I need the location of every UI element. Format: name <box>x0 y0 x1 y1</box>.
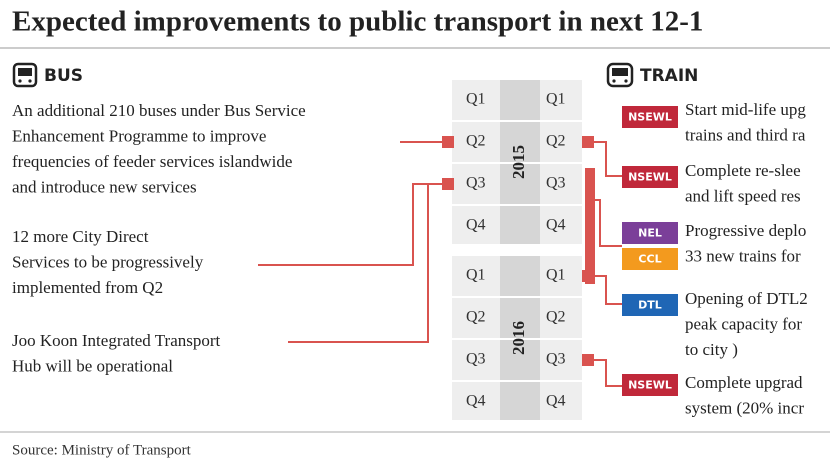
quarter-label: Q2 <box>546 309 566 326</box>
bus-text: Joo Koon Integrated Transport <box>12 331 221 350</box>
connector <box>594 275 622 305</box>
quarter-label: Q2 <box>546 133 566 150</box>
train-text: Progressive deplo <box>685 221 806 240</box>
connector <box>594 141 622 177</box>
train-text: Complete re-slee <box>685 161 801 180</box>
period-bar <box>585 168 595 284</box>
train-text: Opening of DTL2 <box>685 289 808 308</box>
line-badge <box>622 106 678 128</box>
line-badge <box>622 374 678 396</box>
train-text: system (20% incr <box>685 398 804 417</box>
quarter-label: Q4 <box>466 217 486 234</box>
line-badge-label: NSEWL <box>628 171 672 184</box>
quarter-label: Q3 <box>546 351 566 368</box>
bus-text: An additional 210 buses under Bus Servic… <box>12 101 306 120</box>
connector-marker <box>582 354 594 366</box>
quarter-label: Q1 <box>546 267 566 284</box>
bus-icon <box>12 62 38 88</box>
quarter-label: Q3 <box>466 351 486 368</box>
connector <box>288 184 429 343</box>
line-badge-label: NSEWL <box>628 379 672 392</box>
year-label: 2015 <box>509 145 528 179</box>
line-badge <box>622 222 678 244</box>
bus-heading: BUS <box>44 66 83 86</box>
connector <box>594 359 622 387</box>
line-badge-label: DTL <box>638 299 662 312</box>
quarter-label: Q3 <box>466 175 486 192</box>
train-icon <box>606 62 634 88</box>
connector-marker <box>582 136 594 148</box>
title: Expected improvements to public transpor… <box>12 6 703 38</box>
line-badge-label: CCL <box>638 253 661 266</box>
quarter-label: Q2 <box>466 133 486 150</box>
bus-text: and introduce new services <box>12 177 197 196</box>
bus-text: 12 more City Direct <box>12 227 149 246</box>
train-text: 33 new trains for <box>685 246 801 265</box>
quarter-label: Q4 <box>546 217 566 234</box>
train-text: Complete upgrad <box>685 373 803 392</box>
train-text: Start mid-life upg <box>685 100 806 119</box>
quarter-label: Q4 <box>546 393 566 410</box>
bus-text: implemented from Q2 <box>12 278 163 297</box>
quarter-label: Q1 <box>466 91 486 108</box>
source: Source: Ministry of Transport <box>12 442 192 458</box>
quarter-label: Q1 <box>546 91 566 108</box>
line-badge <box>622 166 678 188</box>
train-text: trains and third ra <box>685 125 806 144</box>
line-badge <box>622 248 678 270</box>
bus-text: frequencies of feeder services islandwid… <box>12 152 292 171</box>
bus-text: Services to be progressively <box>12 252 204 271</box>
connector-marker <box>442 136 454 148</box>
connector <box>595 199 622 247</box>
bus-text: Hub will be operational <box>12 356 173 375</box>
quarter-label: Q2 <box>466 309 486 326</box>
line-badge-label: NSEWL <box>628 111 672 124</box>
connector <box>258 183 450 266</box>
train-text: peak capacity for <box>685 314 802 333</box>
bus-text: Enhancement Programme to improve <box>12 126 266 145</box>
year-label: 2016 <box>509 321 528 355</box>
line-badge-label: NEL <box>638 227 662 240</box>
connector-marker <box>442 178 454 190</box>
quarter-label: Q1 <box>466 267 486 284</box>
quarter-label: Q3 <box>546 175 566 192</box>
train-heading: TRAIN <box>640 66 698 86</box>
connector-marker <box>582 270 594 282</box>
train-text: and lift speed res <box>685 186 801 205</box>
quarter-label: Q4 <box>466 393 486 410</box>
train-text: to city ) <box>685 340 738 359</box>
line-badge <box>622 294 678 316</box>
